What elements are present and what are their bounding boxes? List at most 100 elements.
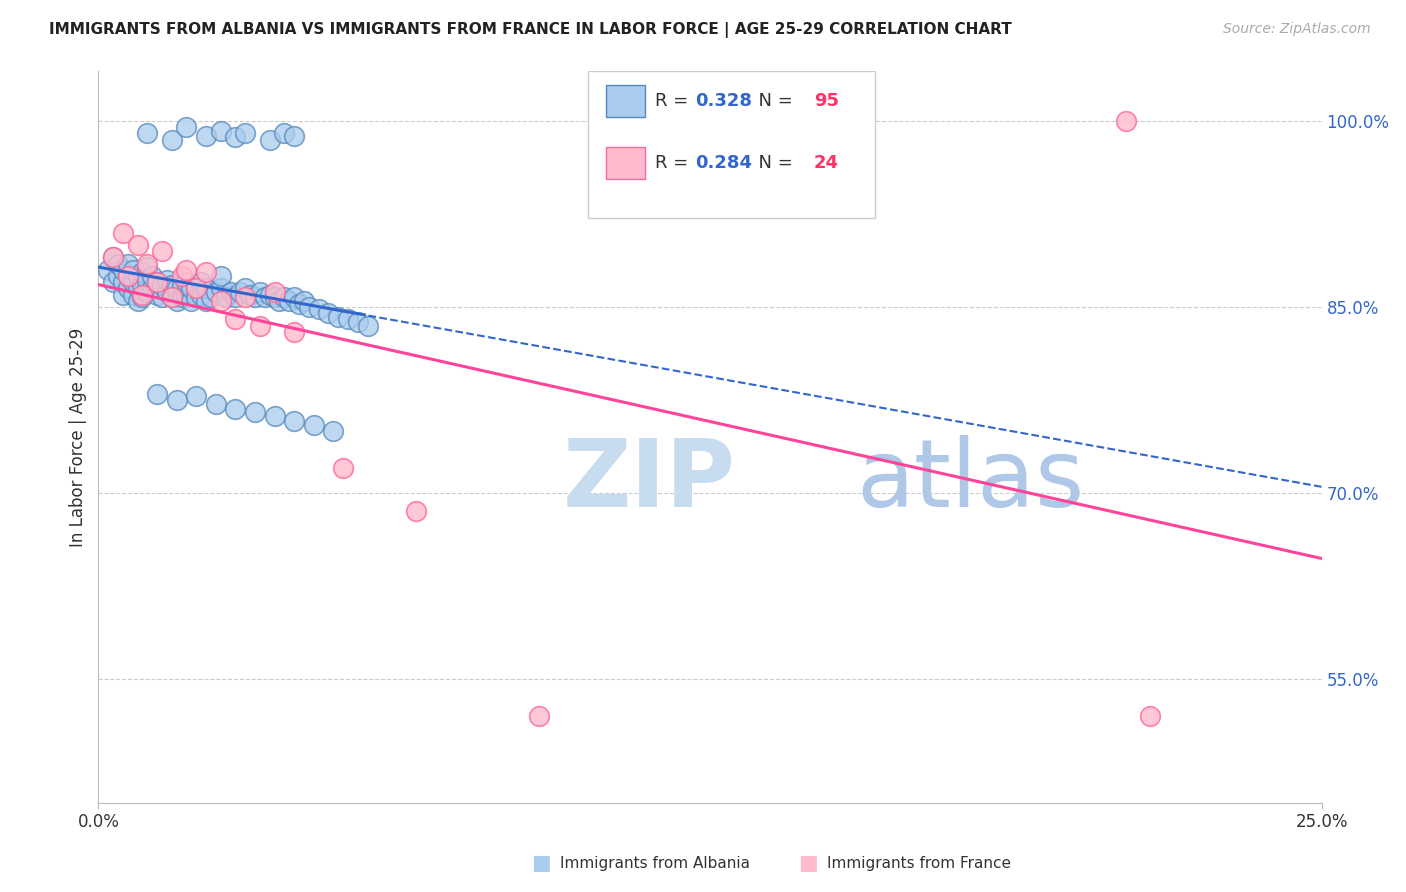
Point [243,405,266,419]
Point [146,275,169,289]
Point [233,281,256,295]
Text: Immigrants from France: Immigrants from France [827,856,1011,871]
Point [146,386,169,401]
Text: ■: ■ [531,854,551,873]
Point [186,281,208,295]
Point [101,250,124,264]
Point [263,409,285,423]
Point [141,281,163,295]
Y-axis label: In Labor Force | Age 25-29: In Labor Force | Age 25-29 [69,327,87,547]
Point [146,287,169,301]
Point [131,290,153,304]
Point [233,290,256,304]
Point [200,290,222,304]
Point [150,277,173,292]
Point [180,293,202,308]
Point [156,285,179,299]
Point [131,265,153,279]
Point [405,504,427,518]
Point [239,287,262,301]
Point [160,277,183,292]
Point [117,256,139,270]
Point [283,414,305,428]
Text: R =: R = [655,92,695,110]
Point [356,318,378,333]
Point [117,281,139,295]
Point [332,461,354,475]
Point [186,389,208,403]
Point [190,287,212,301]
Point [121,287,143,301]
Point [209,124,232,138]
Point [283,325,305,339]
Text: atlas: atlas [856,435,1085,527]
Text: IMMIGRANTS FROM ALBANIA VS IMMIGRANTS FROM FRANCE IN LABOR FORCE | AGE 25-29 COR: IMMIGRANTS FROM ALBANIA VS IMMIGRANTS FR… [49,22,1012,38]
Point [127,268,149,283]
Point [101,275,124,289]
Point [527,709,550,723]
Point [205,285,228,299]
Point [209,268,232,283]
Point [224,130,246,145]
Point [186,290,208,304]
Point [150,290,173,304]
Point [176,120,198,135]
Point [269,293,291,308]
Point [117,268,139,283]
Point [209,281,232,295]
Point [346,315,368,329]
Point [283,128,305,143]
Point [160,290,183,304]
Text: Source: ZipAtlas.com: Source: ZipAtlas.com [1223,22,1371,37]
Point [146,275,169,289]
Point [209,293,232,308]
Point [176,287,198,301]
Point [253,290,276,304]
Point [195,265,218,279]
Point [224,290,246,304]
Point [263,290,285,304]
Text: ZIP: ZIP [564,435,737,527]
Point [176,275,198,289]
Point [292,293,315,308]
Point [166,281,188,295]
Text: 0.284: 0.284 [696,153,752,172]
Point [131,277,153,292]
FancyBboxPatch shape [606,85,645,117]
Text: N =: N = [747,153,799,172]
Point [259,287,281,301]
Point [1115,114,1137,128]
Point [224,401,246,416]
Point [111,275,134,289]
Point [273,126,295,140]
Point [131,287,153,301]
Point [283,290,305,304]
Point [243,290,266,304]
Point [127,281,149,295]
Point [170,277,193,292]
Point [288,297,311,311]
Point [97,262,120,277]
Text: R =: R = [655,153,695,172]
Point [195,281,218,295]
Point [111,287,134,301]
Point [328,310,350,324]
Text: ■: ■ [799,854,818,873]
Point [127,293,149,308]
Point [107,256,129,270]
Point [136,285,159,299]
Point [136,272,159,286]
Point [107,268,129,283]
Point [195,128,218,143]
FancyBboxPatch shape [606,146,645,179]
FancyBboxPatch shape [588,71,875,218]
Point [160,132,183,146]
Point [170,290,193,304]
Point [111,262,134,277]
Point [308,302,330,317]
Point [166,392,188,407]
Point [156,272,179,286]
Point [117,268,139,283]
Point [219,285,242,299]
Point [302,417,325,432]
